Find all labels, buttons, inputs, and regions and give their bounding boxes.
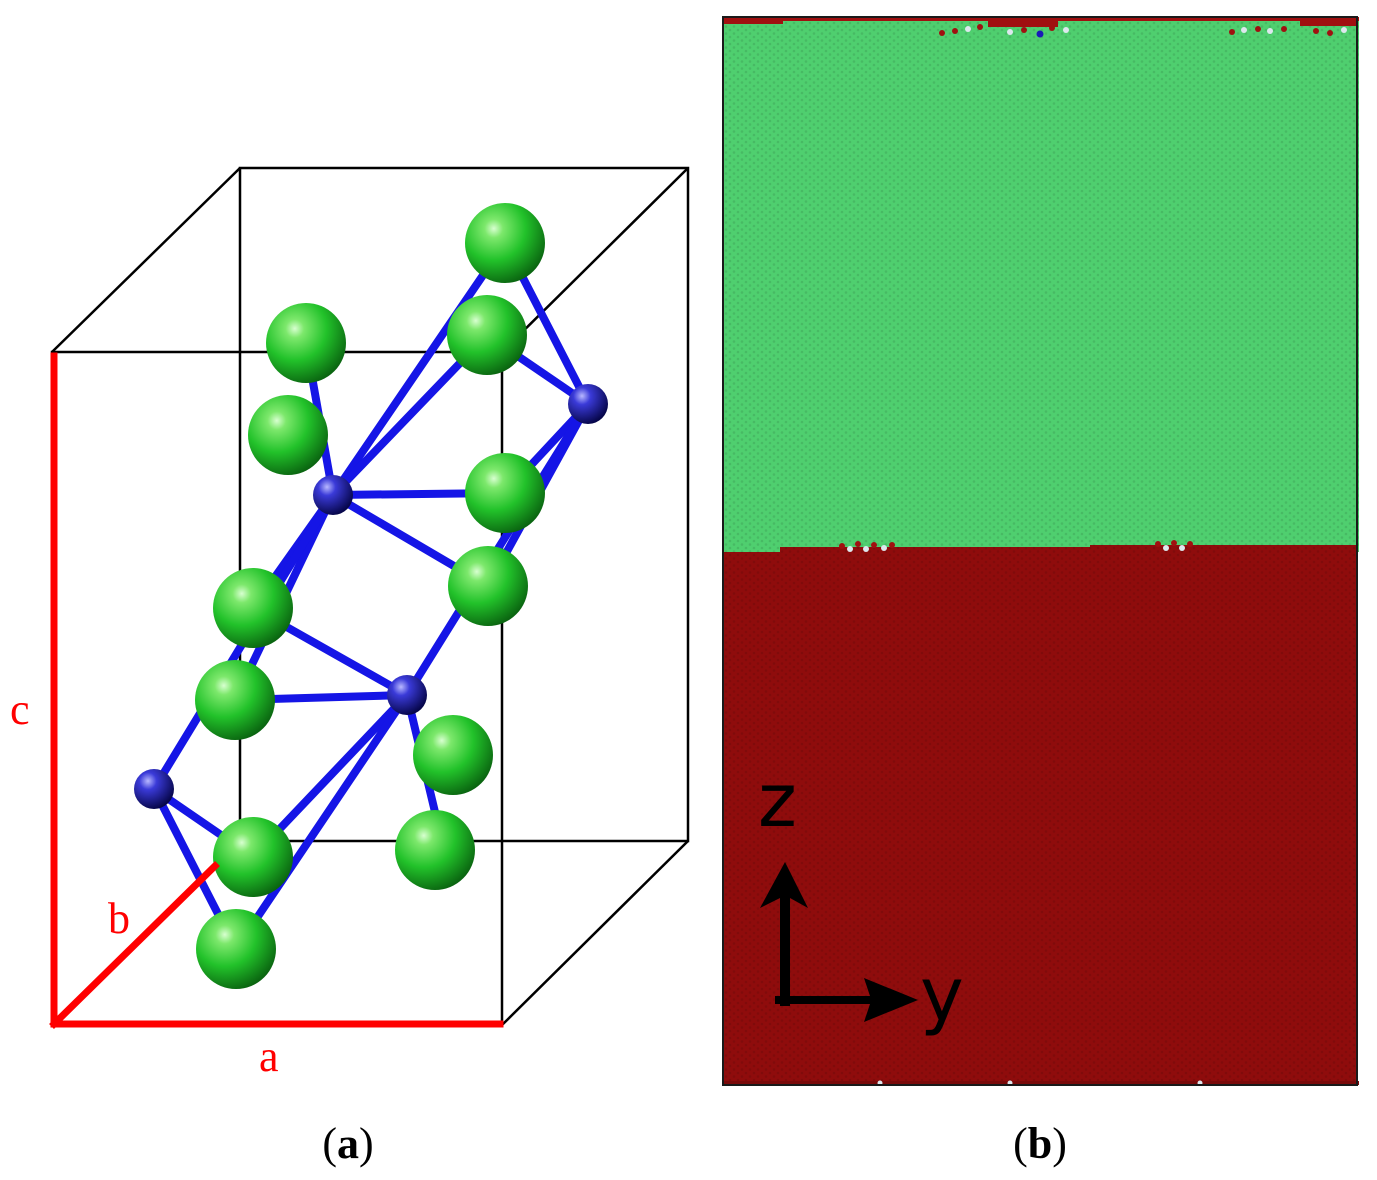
small-atom <box>387 675 427 715</box>
axis-label-z: z <box>758 758 797 844</box>
large-atom <box>195 660 275 740</box>
large-atoms <box>195 203 545 989</box>
slab-outline <box>722 16 1358 1086</box>
unit-cell-wireframe <box>50 166 690 1027</box>
surface-defects-top <box>723 17 1359 38</box>
bond <box>329 239 509 499</box>
interface-defects <box>839 540 1193 552</box>
lower-region-texture <box>723 545 1357 1085</box>
large-atom <box>196 909 276 989</box>
large-atom <box>413 715 493 795</box>
large-atom <box>266 303 346 383</box>
coordinate-axes: z y <box>758 758 964 1038</box>
axis-label-c: c <box>10 685 30 734</box>
lattice-vectors <box>49 352 504 1029</box>
small-atom <box>134 769 174 809</box>
upper-region-texture <box>723 17 1359 552</box>
large-atom <box>248 395 328 475</box>
small-atom <box>313 475 353 515</box>
panel-b: z y (b) <box>722 16 1359 1168</box>
panel-a: c b a (a) <box>10 166 690 1168</box>
large-atom <box>213 817 293 897</box>
large-atom <box>448 546 528 626</box>
cell-depth-edge-top-left <box>51 167 241 353</box>
large-atom <box>395 810 475 890</box>
large-atom <box>213 568 293 648</box>
panel-label-b: (b) <box>1013 1119 1067 1168</box>
small-atoms <box>134 384 608 809</box>
arrow-up-icon <box>760 862 808 1006</box>
lattice-vector-b <box>49 861 220 1029</box>
cell-depth-edge-bottom-right <box>501 840 689 1026</box>
axis-label-b: b <box>108 894 130 943</box>
axis-label-a: a <box>259 1032 279 1081</box>
large-atom <box>465 203 545 283</box>
arrow-right-icon <box>775 978 918 1022</box>
bond <box>232 691 411 953</box>
large-atom <box>447 295 527 375</box>
cell-depth-edge-top-right <box>501 167 689 353</box>
axis-label-y: y <box>920 952 964 1038</box>
large-atom <box>465 453 545 533</box>
panel-label-a: (a) <box>322 1119 373 1168</box>
small-atom <box>568 384 608 424</box>
